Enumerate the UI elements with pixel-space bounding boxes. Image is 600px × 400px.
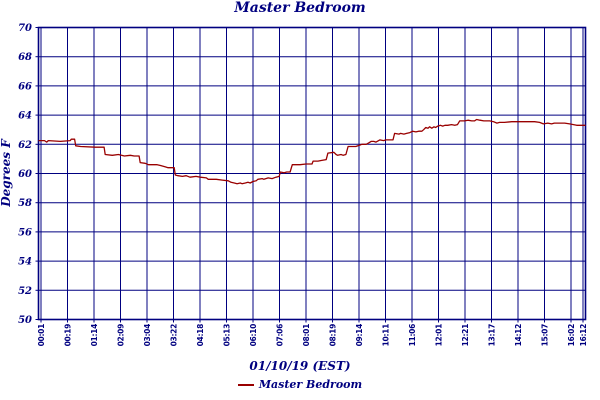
x-tick-label: 04:18 [196,324,205,346]
x-tick-label: 09:14 [355,324,364,346]
x-tick-label: 08:01 [302,324,311,346]
x-tick-label: 13:17 [488,324,497,346]
legend: Master Bedroom [0,378,600,391]
legend-series-label: Master Bedroom [258,378,363,391]
x-tick-label: 16:02 [567,324,576,346]
x-tick-label: 00:01 [37,324,46,346]
y-tick-label: 66 [18,81,32,92]
x-tick-label: 16:12 [579,324,588,346]
plot-grid [35,27,586,323]
y-tick-label: 60 [18,169,32,180]
x-tick-label: 03:04 [143,324,152,346]
x-tick-label: 14:12 [514,324,523,346]
y-tick-label: 70 [18,23,32,34]
x-tick-label: 02:09 [117,324,126,346]
x-tick-label: 15:07 [541,324,550,346]
y-tick-label: 54 [18,257,32,268]
x-tick-label: 08:19 [329,324,338,346]
x-tick-label: 10:11 [382,324,391,346]
x-tick-label: 07:06 [276,324,285,346]
x-tick-label: 00:19 [64,324,73,346]
x-tick-label: 01:14 [90,324,99,346]
x-axis-title: 01/10/19 (EST) [249,359,351,373]
x-tick-label: 05:13 [223,324,232,346]
y-tick-label: 64 [18,111,32,122]
x-tick-label: 03:22 [170,324,179,346]
y-tick-label: 68 [18,52,32,63]
y-tick-label: 62 [18,140,32,151]
chart-title: Master Bedroom [234,0,366,16]
x-tick-label: 12:21 [461,324,470,346]
y-tick-label: 58 [18,198,32,209]
x-tick-label: 11:06 [408,324,417,346]
y-axis-title: Degrees F [0,138,13,208]
legend-line-swatch-icon [237,383,254,386]
y-tick-label: 50 [18,315,32,326]
plot-border [37,26,587,321]
y-tick-label: 52 [18,286,32,297]
x-tick-label: 06:10 [249,324,258,346]
x-tick-label: 12:01 [435,324,444,346]
temperature-series-line [38,118,586,185]
y-tick-label: 56 [18,227,32,238]
